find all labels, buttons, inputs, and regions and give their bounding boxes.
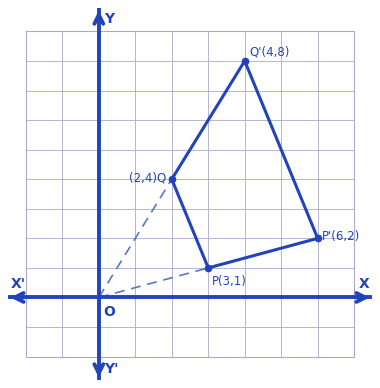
Text: X': X' xyxy=(11,277,25,291)
Text: O: O xyxy=(103,305,115,319)
Text: Y: Y xyxy=(104,12,114,26)
Text: (2,4)Q: (2,4)Q xyxy=(129,171,166,184)
Text: P(3,1): P(3,1) xyxy=(212,275,247,288)
Text: X: X xyxy=(359,277,369,291)
Text: Y': Y' xyxy=(104,362,119,376)
Text: P'(6,2): P'(6,2) xyxy=(322,230,360,243)
Text: Q'(4,8): Q'(4,8) xyxy=(249,45,290,58)
